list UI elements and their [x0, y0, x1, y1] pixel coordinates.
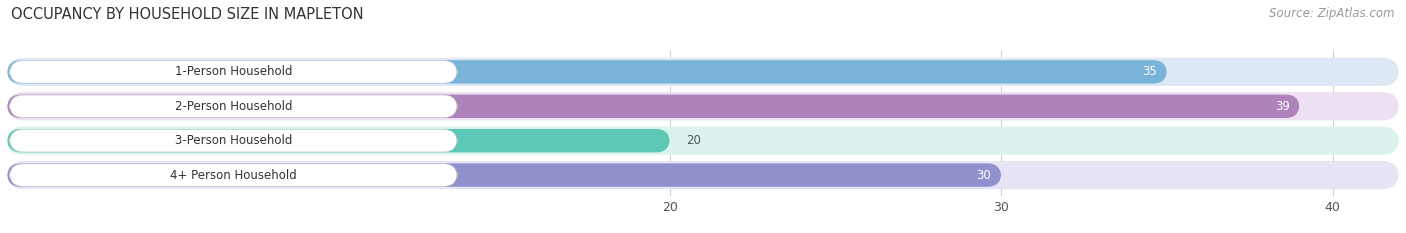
- FancyBboxPatch shape: [7, 129, 669, 152]
- Text: 39: 39: [1275, 100, 1289, 113]
- Text: 2-Person Household: 2-Person Household: [174, 100, 292, 113]
- FancyBboxPatch shape: [7, 161, 1399, 189]
- FancyBboxPatch shape: [7, 58, 1399, 86]
- Text: 4+ Person Household: 4+ Person Household: [170, 169, 297, 182]
- Text: 30: 30: [977, 169, 991, 182]
- Text: 35: 35: [1142, 65, 1157, 78]
- Text: 1-Person Household: 1-Person Household: [174, 65, 292, 78]
- FancyBboxPatch shape: [10, 164, 457, 186]
- Text: OCCUPANCY BY HOUSEHOLD SIZE IN MAPLETON: OCCUPANCY BY HOUSEHOLD SIZE IN MAPLETON: [11, 7, 364, 22]
- FancyBboxPatch shape: [7, 60, 1167, 84]
- Text: Source: ZipAtlas.com: Source: ZipAtlas.com: [1270, 7, 1395, 20]
- FancyBboxPatch shape: [7, 92, 1399, 120]
- FancyBboxPatch shape: [7, 95, 1299, 118]
- Text: 3-Person Household: 3-Person Household: [174, 134, 292, 147]
- Text: 20: 20: [686, 134, 702, 147]
- FancyBboxPatch shape: [7, 163, 1001, 187]
- FancyBboxPatch shape: [10, 61, 457, 83]
- FancyBboxPatch shape: [10, 130, 457, 152]
- FancyBboxPatch shape: [7, 127, 1399, 155]
- FancyBboxPatch shape: [10, 95, 457, 117]
